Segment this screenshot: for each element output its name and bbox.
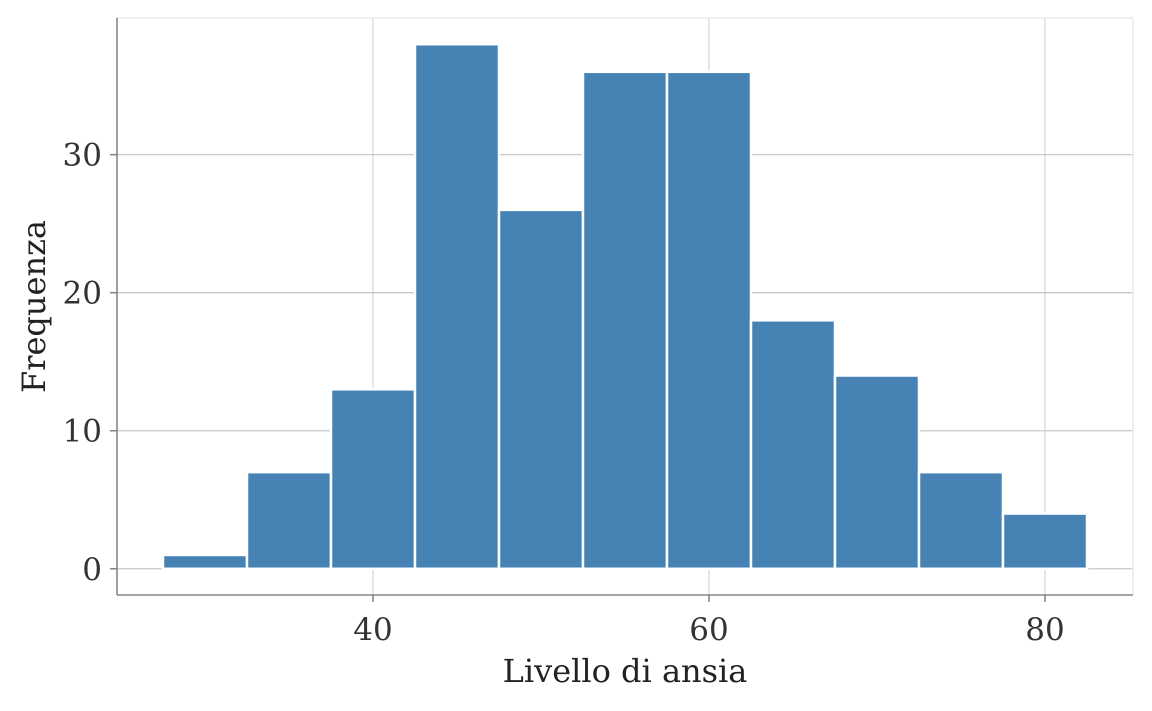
axes-layer xyxy=(116,18,1133,596)
y-tick-label: 10 xyxy=(63,414,102,450)
y-tick-label: 30 xyxy=(63,138,102,174)
histogram-bar-9 xyxy=(833,374,921,571)
y-axis-title: Frequenza xyxy=(15,220,53,393)
ticks-layer: 40 60 80 0 10 20 30 xyxy=(63,138,1065,648)
histogram-bar-3 xyxy=(329,388,417,571)
x-tick-label: 60 xyxy=(689,612,728,648)
histogram-bar-5 xyxy=(497,208,585,571)
bars-layer xyxy=(161,42,1089,571)
histogram-bar-10 xyxy=(917,470,1005,571)
histogram-bar-4 xyxy=(413,42,501,571)
histogram-bar-7 xyxy=(665,70,753,571)
x-tick-label: 40 xyxy=(353,612,392,648)
histogram-bar-1 xyxy=(161,553,249,571)
y-tick-label: 0 xyxy=(82,552,102,588)
histogram-bar-2 xyxy=(245,470,333,571)
x-tick-label: 80 xyxy=(1025,612,1064,648)
histogram-bar-11 xyxy=(1001,512,1089,571)
x-axis-title: Livello di ansia xyxy=(503,652,748,690)
histogram-bar-6 xyxy=(581,70,669,571)
histogram-bar-8 xyxy=(749,319,837,571)
y-tick-label: 20 xyxy=(63,276,102,312)
